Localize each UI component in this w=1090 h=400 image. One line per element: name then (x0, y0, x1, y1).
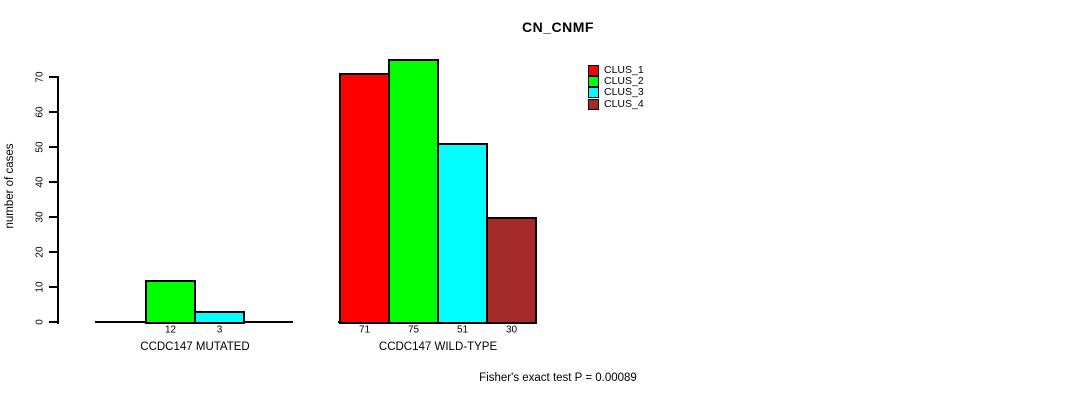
bar-value-label: 71 (358, 324, 371, 336)
legend-item: CLUS_3 (588, 86, 644, 99)
group-label: CCDC147 MUTATED (140, 341, 250, 353)
y-tick-label: 10 (34, 281, 46, 293)
bar-value-label: 75 (407, 324, 420, 336)
group-label: CCDC147 WILD-TYPE (378, 341, 498, 353)
y-axis-tick (49, 146, 57, 148)
bar-clus_3 (194, 311, 245, 324)
footnote: Fisher's exact test P = 0.00089 (479, 372, 637, 384)
legend-item-label: CLUS_1 (604, 64, 644, 77)
y-axis-tick (49, 321, 57, 323)
bar-clus_1 (339, 73, 390, 324)
bar-value-label: 12 (164, 324, 177, 336)
bar-clus_4 (486, 217, 537, 324)
y-tick-label: 30 (34, 211, 46, 223)
legend-item: CLUS_4 (588, 97, 644, 110)
legend-item: CLUS_1 (588, 64, 644, 77)
y-axis-line (57, 76, 59, 324)
legend: CLUS_1 CLUS_2 CLUS_3 CLUS_4 (588, 65, 644, 110)
chart-title: CN_CNMF (522, 19, 594, 35)
y-tick-label: 0 (34, 319, 46, 325)
y-axis-tick (49, 111, 57, 113)
y-axis-tick (49, 76, 57, 78)
legend-item: CLUS_2 (588, 75, 644, 88)
y-tick-label: 60 (34, 106, 46, 118)
y-tick-label: 20 (34, 246, 46, 258)
legend-swatch-clus_2 (588, 76, 599, 88)
legend-swatch-clus_4 (588, 98, 599, 110)
bar-value-label: 3 (216, 324, 223, 336)
legend-item-label: CLUS_4 (604, 97, 644, 110)
bar-value-label: 51 (456, 324, 469, 336)
legend-swatch-clus_3 (588, 87, 599, 99)
y-axis-tick (49, 181, 57, 183)
legend-swatch-clus_1 (588, 65, 599, 77)
y-tick-label: 40 (34, 176, 46, 188)
y-tick-label: 50 (34, 141, 46, 153)
y-tick-label: 70 (34, 71, 46, 83)
legend-item-label: CLUS_2 (604, 75, 644, 88)
bar-value-label: 30 (505, 324, 518, 336)
legend-item-label: CLUS_3 (604, 86, 644, 99)
y-axis-tick (49, 251, 57, 253)
bar-clus_2 (388, 59, 439, 324)
y-axis-tick (49, 286, 57, 288)
bar-clus_2 (145, 280, 196, 324)
bar-clus_3 (437, 143, 488, 324)
y-axis-tick (49, 216, 57, 218)
